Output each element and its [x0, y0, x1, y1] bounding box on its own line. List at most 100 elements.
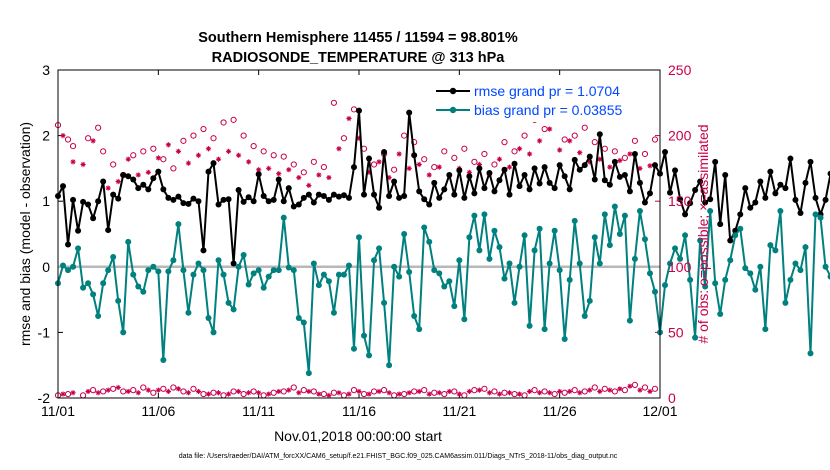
obs-possible-marker — [521, 392, 528, 399]
rmse-point — [260, 192, 267, 199]
obs-assimilated-marker — [366, 391, 372, 397]
rmse-point — [285, 185, 292, 192]
obs-assimilated-marker — [296, 174, 302, 181]
bias-point — [576, 260, 583, 267]
rmse-point — [90, 215, 97, 222]
rmse-point — [717, 221, 724, 228]
obs-possible-marker — [401, 132, 408, 139]
bias-point — [245, 281, 252, 288]
chart-title: Southern Hemisphere 11455 / 11594 = 98.8… — [198, 30, 518, 46]
obs-assimilated-marker — [195, 152, 202, 158]
bias-point — [737, 225, 744, 232]
rmse-point — [200, 247, 207, 254]
obs-assimilated-marker — [396, 391, 402, 397]
bias-point — [466, 234, 473, 241]
bias-point — [60, 262, 67, 269]
rmse-point — [300, 194, 307, 201]
rmse-point — [100, 178, 107, 185]
rmse-point — [215, 201, 222, 208]
rmse-point — [85, 201, 92, 208]
bias-point — [536, 225, 543, 232]
obs-possible-marker — [511, 148, 518, 155]
obs-assimilated-marker — [416, 388, 422, 395]
x-axis-label: Nov.01,2018 00:00:00 start — [274, 428, 442, 444]
bias-point — [285, 264, 292, 271]
bias-point — [265, 273, 272, 280]
legend-box — [432, 78, 652, 122]
obs-assimilated-marker — [617, 386, 623, 392]
obs-possible-marker — [380, 387, 388, 394]
rmse-point — [320, 192, 327, 199]
rmse-point — [611, 158, 618, 165]
obs-possible-marker — [561, 389, 568, 396]
rmse-point — [677, 196, 684, 203]
rmse-point — [516, 183, 523, 190]
rmse-point — [521, 171, 528, 178]
rmse-point — [391, 178, 398, 185]
obs-possible-marker — [571, 132, 578, 139]
obs-possible-marker — [431, 163, 438, 171]
obs-assimilated-marker — [526, 151, 533, 157]
bias-point — [210, 329, 217, 336]
obs-possible-marker — [581, 388, 588, 395]
bias-point — [361, 332, 368, 339]
legend: rmse grand pr = 1.0704 bias grand pr = 0… — [432, 78, 652, 122]
bias-point — [426, 238, 433, 245]
obs-assimilated-marker — [155, 387, 161, 393]
obs-possible-marker — [290, 161, 297, 168]
obs-possible-marker — [421, 387, 428, 394]
obs-assimilated-marker — [95, 390, 101, 396]
obs-possible-marker — [481, 385, 488, 392]
rmse-point — [75, 227, 82, 234]
x-tick-label: 11/26 — [543, 403, 577, 419]
obs-assimilated-marker — [597, 388, 603, 395]
obs-possible-marker — [110, 161, 117, 168]
bias-point — [677, 255, 684, 262]
obs-possible-marker — [411, 388, 418, 395]
obs-assimilated-marker — [366, 169, 372, 175]
bias-point — [130, 271, 137, 278]
obs-assimilated-marker — [557, 147, 563, 153]
bias-point — [275, 267, 282, 274]
obs-assimilated-marker — [406, 390, 412, 396]
obs-possible-marker — [110, 385, 117, 392]
obs-possible-marker — [601, 145, 608, 152]
rmse-point — [742, 185, 749, 192]
obs-assimilated-marker — [466, 388, 472, 395]
rmse-point — [401, 192, 408, 199]
obs-possible-marker — [230, 116, 237, 123]
rmse-point — [110, 191, 117, 198]
obs-assimilated-marker — [516, 146, 523, 152]
y-right-tick-label: 0 — [668, 390, 676, 406]
rmse-point — [80, 198, 87, 205]
obs-possible-marker — [350, 387, 358, 394]
obs-assimilated-marker — [617, 157, 623, 164]
obs-possible-marker — [64, 390, 72, 398]
obs-assimilated-marker — [587, 159, 593, 165]
bias-point — [747, 270, 754, 277]
bias-point — [767, 242, 774, 249]
rmse-point — [737, 211, 744, 218]
bias-point — [350, 345, 357, 352]
bias-point — [260, 284, 267, 291]
obs-possible-marker — [130, 152, 137, 159]
bias-point — [356, 234, 362, 241]
obs-possible-marker — [100, 388, 107, 395]
obs-possible-marker — [200, 390, 207, 398]
obs-possible-marker — [501, 389, 508, 396]
obs-possible-marker — [551, 390, 558, 398]
bias-point — [556, 267, 563, 274]
obs-possible-marker — [240, 390, 247, 398]
bias-point — [411, 313, 418, 319]
obs-possible-marker — [310, 158, 317, 165]
obs-assimilated-marker — [637, 387, 643, 393]
bias-point — [371, 257, 378, 264]
rmse-point — [421, 196, 428, 203]
obs-possible-marker — [391, 392, 398, 399]
bias-point — [431, 267, 438, 274]
rmse-point — [591, 176, 598, 183]
obs-possible-marker — [240, 132, 247, 139]
bias-point — [516, 263, 523, 270]
obs-possible-marker — [290, 384, 297, 391]
